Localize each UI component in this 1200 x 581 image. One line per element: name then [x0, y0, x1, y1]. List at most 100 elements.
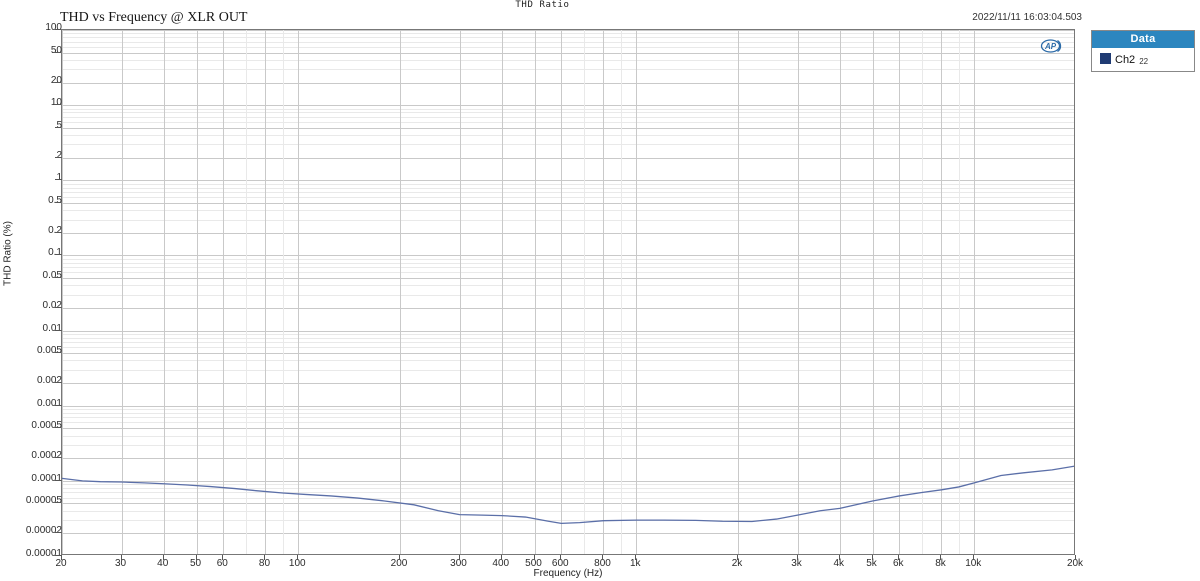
gridline-horizontal — [62, 197, 1074, 198]
plot-area: AP — [61, 29, 1075, 555]
gridline-horizontal — [62, 458, 1074, 459]
gridline-vertical — [561, 30, 562, 554]
y-tick-mark — [55, 555, 61, 556]
legend-swatch-icon — [1100, 53, 1111, 64]
y-tick-mark — [55, 532, 61, 533]
y-tick-label: 0.02 — [42, 299, 62, 311]
gridline-horizontal — [62, 188, 1074, 189]
x-tick-label: 6k — [892, 558, 904, 569]
gridline-horizontal — [62, 334, 1074, 335]
legend-item[interactable]: Ch2 22 — [1100, 52, 1190, 66]
svg-text:AP: AP — [1044, 42, 1057, 51]
gridline-vertical — [738, 30, 739, 554]
x-tick-mark — [121, 555, 122, 560]
capture-timestamp: 2022/11/11 16:03:04.503 — [972, 12, 1082, 23]
x-tick-label: 8k — [935, 558, 946, 569]
x-tick-mark — [1075, 555, 1076, 560]
gridline-horizontal — [62, 445, 1074, 446]
x-tick-label: 4k — [833, 558, 845, 569]
x-tick-label: 60 — [216, 558, 228, 569]
x-tick-mark — [973, 555, 974, 560]
gridline-vertical — [603, 30, 604, 554]
gridline-horizontal — [62, 481, 1074, 482]
y-tick-label: 0.2 — [48, 224, 62, 236]
x-tick-label: 800 — [594, 558, 611, 569]
legend-item-suffix: 22 — [1139, 57, 1149, 66]
legend-header: Data — [1092, 31, 1194, 48]
y-tick-mark — [55, 352, 61, 353]
y-tick-label: 10 — [50, 97, 62, 109]
legend-panel[interactable]: Data Ch2 22 — [1091, 30, 1195, 72]
gridline-horizontal — [62, 112, 1074, 113]
gridline-horizontal — [62, 422, 1074, 423]
gridline-horizontal — [62, 109, 1074, 110]
x-tick-mark — [737, 555, 738, 560]
gridline-horizontal — [62, 338, 1074, 339]
gridline-horizontal — [62, 203, 1074, 204]
audio-precision-logo-icon: AP — [1040, 39, 1062, 53]
gridline-horizontal — [62, 488, 1074, 489]
gridline-horizontal — [62, 267, 1074, 268]
y-tick-mark — [55, 29, 61, 30]
gridline-horizontal — [62, 135, 1074, 136]
x-tick-label: 400 — [492, 558, 510, 569]
y-tick-label: 0.001 — [36, 397, 62, 409]
gridline-vertical — [899, 30, 900, 554]
x-tick-label: 600 — [551, 558, 569, 569]
x-tick-label: 300 — [450, 558, 467, 569]
gridline-horizontal — [62, 53, 1074, 54]
x-tick-mark — [459, 555, 460, 560]
x-tick-label: 80 — [258, 558, 271, 569]
x-tick-mark — [61, 555, 62, 560]
x-tick-mark — [399, 555, 400, 560]
y-tick-label: 0.01 — [42, 322, 62, 334]
gridline-horizontal — [62, 383, 1074, 384]
y-tick-label: 0.05 — [42, 270, 62, 282]
x-tick-mark — [635, 555, 636, 560]
gridline-vertical — [636, 30, 637, 554]
gridline-vertical — [122, 30, 123, 554]
x-tick-mark — [163, 555, 164, 560]
chart-subtitle: THD Ratio — [515, 0, 570, 10]
x-tick-label: 500 — [525, 558, 542, 569]
gridline-horizontal — [62, 409, 1074, 410]
gridline-horizontal — [62, 144, 1074, 145]
gridline-horizontal — [62, 331, 1074, 332]
gridline-horizontal — [62, 406, 1074, 407]
gridline-horizontal — [62, 492, 1074, 493]
y-tick-mark — [55, 307, 61, 308]
gridline-vertical — [197, 30, 198, 554]
x-tick-mark — [839, 555, 840, 560]
gridline-horizontal — [62, 295, 1074, 296]
page-title: THD vs Frequency @ XLR OUT — [60, 10, 248, 25]
x-tick-label: 1k — [629, 558, 641, 569]
y-tick-label: 0.0005 — [31, 420, 62, 432]
gridline-horizontal — [62, 259, 1074, 260]
x-tick-label: 200 — [390, 558, 408, 569]
y-tick-label: 2 — [56, 149, 62, 161]
y-tick-label: 0.1 — [48, 247, 62, 259]
gridline-vertical — [621, 30, 622, 554]
gridline-vertical — [283, 30, 284, 554]
gridline-horizontal — [62, 272, 1074, 273]
gridline-horizontal — [62, 122, 1074, 123]
gridline-horizontal — [62, 105, 1074, 106]
y-tick-mark — [55, 427, 61, 428]
gridline-horizontal — [62, 520, 1074, 521]
y-tick-label: 0.00005 — [25, 495, 62, 507]
y-tick-label: 50 — [50, 44, 62, 56]
y-tick-label: 0.005 — [36, 345, 62, 357]
y-tick-mark — [55, 254, 61, 255]
gridline-vertical — [922, 30, 923, 554]
gridline-horizontal — [62, 360, 1074, 361]
gridline-horizontal — [62, 484, 1074, 485]
gridline-vertical — [502, 30, 503, 554]
y-tick-label: 0.0002 — [31, 450, 62, 462]
gridline-horizontal — [62, 428, 1074, 429]
gridline-horizontal — [62, 30, 1074, 31]
x-tick-mark — [560, 555, 561, 560]
gridline-vertical — [584, 30, 585, 554]
gridline-vertical — [535, 30, 536, 554]
y-tick-label: 100 — [45, 22, 62, 33]
x-tick-mark — [940, 555, 941, 560]
